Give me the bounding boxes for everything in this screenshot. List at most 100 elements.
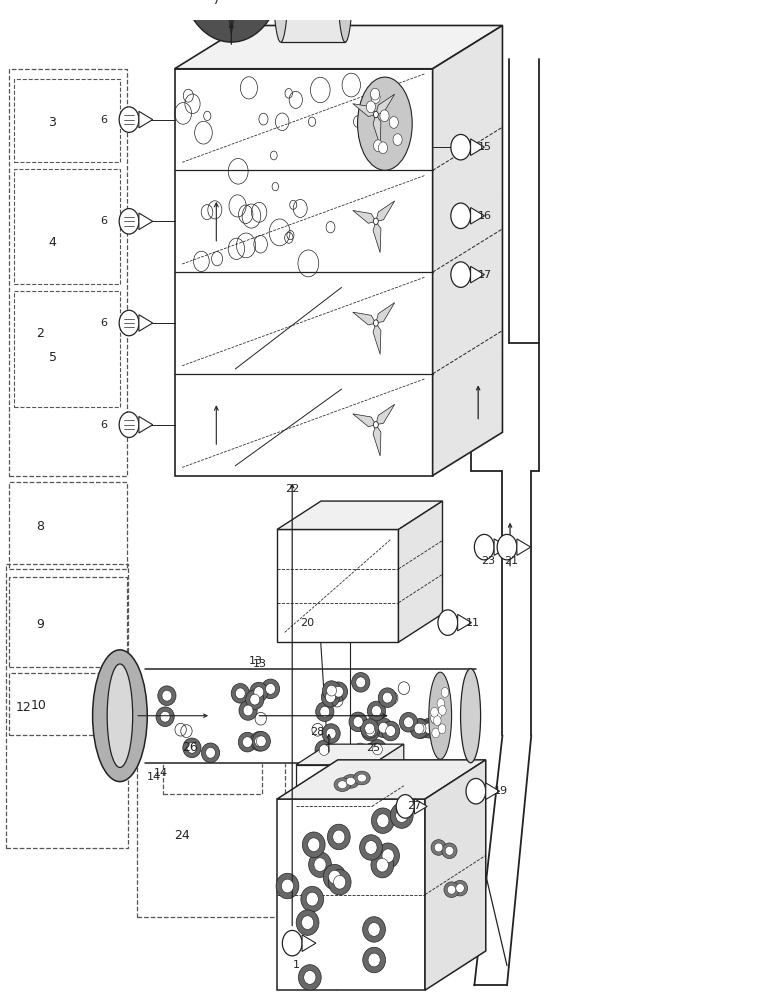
Polygon shape [139,416,153,433]
Polygon shape [225,0,237,36]
Ellipse shape [424,723,434,734]
Ellipse shape [382,721,400,741]
Ellipse shape [326,692,335,703]
Ellipse shape [410,719,428,738]
Ellipse shape [447,885,455,894]
Bar [14,291,120,407]
Text: 14: 14 [146,772,161,782]
Polygon shape [231,0,263,19]
Ellipse shape [416,723,426,734]
Circle shape [379,142,388,154]
Circle shape [437,699,445,708]
Ellipse shape [373,744,383,755]
Ellipse shape [322,724,340,743]
Circle shape [433,716,441,726]
Circle shape [119,107,139,132]
Bar [9,673,127,735]
Polygon shape [414,799,427,814]
Ellipse shape [349,712,367,732]
Polygon shape [175,25,502,69]
Circle shape [451,262,471,287]
Ellipse shape [329,870,341,884]
Polygon shape [200,0,231,19]
Text: 1: 1 [292,960,300,970]
Ellipse shape [261,679,279,699]
Circle shape [367,101,376,113]
Text: 9: 9 [36,618,44,631]
Circle shape [431,714,439,724]
Ellipse shape [156,707,175,727]
Ellipse shape [414,723,424,734]
Circle shape [373,218,378,224]
Ellipse shape [321,687,339,707]
Circle shape [396,795,414,818]
Ellipse shape [456,884,465,893]
Ellipse shape [334,778,351,792]
Polygon shape [376,94,395,115]
Text: 26: 26 [182,741,198,754]
Text: 6: 6 [100,420,107,430]
Ellipse shape [320,745,329,755]
Polygon shape [486,783,499,799]
Ellipse shape [327,824,350,850]
Circle shape [438,724,446,734]
Text: 22: 22 [285,484,299,494]
Ellipse shape [376,814,389,828]
Ellipse shape [361,721,380,741]
Text: 21: 21 [504,556,518,566]
Ellipse shape [395,809,408,822]
Text: 24: 24 [175,829,191,842]
Ellipse shape [306,892,318,906]
Ellipse shape [304,971,316,984]
Polygon shape [353,414,376,427]
Text: 12: 12 [15,701,31,714]
Ellipse shape [390,803,413,828]
Circle shape [430,713,438,723]
Ellipse shape [183,738,201,758]
Ellipse shape [326,685,336,696]
Polygon shape [175,69,433,476]
Circle shape [430,707,438,717]
Polygon shape [277,760,486,799]
Ellipse shape [386,726,395,736]
Ellipse shape [316,702,334,721]
Circle shape [119,209,139,234]
Circle shape [451,203,471,229]
Ellipse shape [298,965,321,990]
Ellipse shape [296,910,319,935]
Ellipse shape [320,706,329,717]
Ellipse shape [367,701,386,721]
Ellipse shape [160,711,170,722]
Ellipse shape [338,0,353,42]
Ellipse shape [323,864,346,890]
Ellipse shape [371,852,394,878]
Ellipse shape [239,701,257,720]
Ellipse shape [371,808,394,833]
Ellipse shape [201,743,219,763]
Ellipse shape [374,718,392,738]
Ellipse shape [307,838,320,852]
Ellipse shape [378,688,396,707]
Ellipse shape [231,684,250,703]
Ellipse shape [360,835,383,860]
Ellipse shape [302,832,325,857]
Polygon shape [139,315,153,331]
Ellipse shape [429,672,452,759]
Text: 2: 2 [36,327,44,340]
Ellipse shape [368,953,380,967]
Ellipse shape [329,682,348,702]
Ellipse shape [376,858,389,872]
Ellipse shape [162,690,172,701]
Text: 4: 4 [49,236,56,249]
Text: 13: 13 [253,659,266,669]
Text: 6: 6 [100,216,107,226]
Polygon shape [296,744,404,765]
Bar [14,169,120,284]
Bar [163,686,262,794]
Circle shape [371,92,380,103]
Text: 6: 6 [100,115,107,125]
Circle shape [119,310,139,336]
Ellipse shape [357,77,412,170]
Ellipse shape [301,916,313,929]
Ellipse shape [332,830,345,844]
